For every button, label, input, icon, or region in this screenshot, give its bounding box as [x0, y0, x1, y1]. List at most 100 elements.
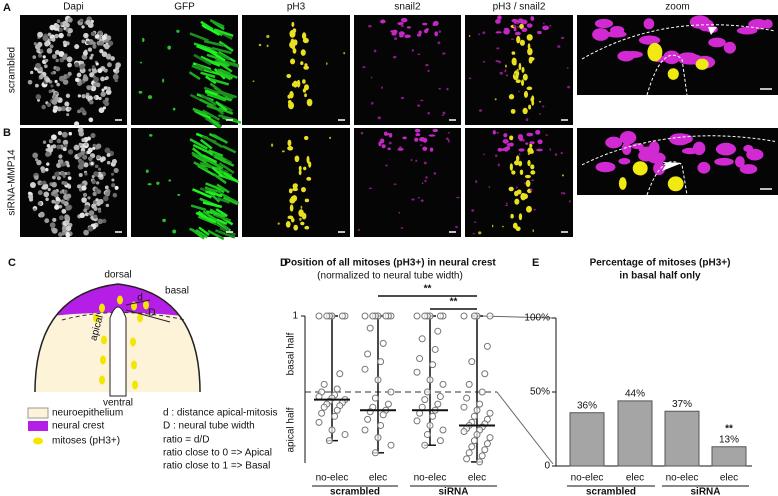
cell: [638, 35, 661, 45]
cell: [397, 147, 404, 151]
cell: [289, 91, 294, 99]
cell: [498, 60, 501, 64]
data-point: [382, 312, 390, 320]
column-header: Dapi: [63, 2, 84, 13]
legend-label: neural crest: [52, 421, 104, 432]
nucleus: [88, 117, 94, 123]
cell: [266, 34, 270, 39]
cell: [167, 45, 172, 50]
nucleus: [29, 197, 34, 202]
definition: ratio = d/D: [163, 435, 209, 446]
cell: [508, 186, 514, 192]
nucleus: [90, 53, 94, 57]
nucleus: [38, 53, 43, 58]
cell: [619, 130, 637, 145]
cell: [527, 43, 531, 50]
data-point: [418, 335, 426, 343]
cell: [423, 161, 427, 165]
cell: [400, 24, 404, 28]
nucleus: [105, 76, 109, 80]
cell: [508, 94, 515, 100]
cell: [281, 150, 285, 153]
nucleus: [34, 158, 39, 162]
nucleus: [81, 94, 86, 99]
cell: [291, 195, 298, 202]
definition: ratio close to 0 => Apical: [163, 448, 272, 459]
cell: [391, 32, 397, 36]
cell: [504, 69, 507, 73]
nucleus: [63, 189, 68, 194]
cell: [518, 90, 520, 93]
cell: [482, 31, 486, 35]
cell: [515, 226, 521, 232]
nucleus: [65, 205, 72, 211]
cell: [518, 62, 522, 71]
data-point: [468, 358, 476, 366]
data-point: [486, 434, 494, 442]
data-point: [374, 376, 382, 384]
nucleus: [64, 144, 68, 148]
nucleus: [39, 49, 43, 53]
arrow: [662, 162, 682, 171]
nucleus: [101, 91, 106, 96]
cell: [735, 156, 745, 168]
gfp-fiber: [203, 86, 220, 95]
cell: [301, 186, 306, 193]
nucleus: [93, 171, 99, 177]
nucleus: [65, 93, 71, 98]
data-point: [338, 312, 346, 320]
image-background: [242, 128, 350, 237]
cell: [510, 213, 514, 219]
cell: [326, 62, 328, 66]
cell: [501, 148, 507, 151]
cell: [385, 164, 388, 167]
nucleus: [55, 24, 60, 29]
nucleus: [68, 107, 72, 111]
cell: [567, 85, 570, 89]
label-d: d: [137, 293, 143, 304]
nucleus: [34, 83, 39, 88]
nucleus: [65, 220, 70, 225]
nucleus: [83, 229, 89, 236]
cell: [689, 15, 711, 29]
cell: [398, 146, 403, 149]
panel-letter: C: [8, 257, 16, 269]
nucleus: [83, 208, 88, 213]
tube-outline: [34, 283, 201, 393]
legend-swatch: [27, 407, 49, 419]
cell: [306, 155, 310, 164]
cell: [505, 204, 509, 207]
nucleus: [59, 190, 63, 194]
nucleus: [96, 154, 101, 160]
nucleus: [61, 131, 68, 138]
data-point: [460, 312, 468, 320]
cell: [168, 179, 172, 182]
cell: [362, 66, 366, 68]
nucleus: [58, 50, 65, 57]
nucleus: [92, 68, 98, 74]
nucleus: [98, 30, 103, 36]
nucleus: [33, 208, 37, 212]
nucleus: [32, 55, 37, 59]
cell: [528, 56, 533, 64]
group-label: scrambled: [586, 487, 636, 496]
gfp-fiber: [215, 229, 236, 239]
cell: [495, 31, 502, 34]
cell: [289, 41, 295, 49]
cell: [293, 224, 299, 231]
cell: [521, 79, 525, 87]
cell: [605, 136, 623, 149]
data-point: [473, 431, 481, 439]
cell: [560, 192, 564, 194]
data-point: [387, 441, 395, 449]
cell: [519, 23, 524, 30]
cell: [299, 217, 302, 221]
data-point: [463, 455, 471, 463]
nucleus: [94, 187, 99, 192]
cell: [266, 44, 269, 48]
nucleus: [84, 142, 88, 146]
cell: [525, 118, 529, 122]
cell: [510, 108, 516, 114]
cell: [387, 147, 391, 151]
gfp-fiber: [198, 226, 210, 236]
